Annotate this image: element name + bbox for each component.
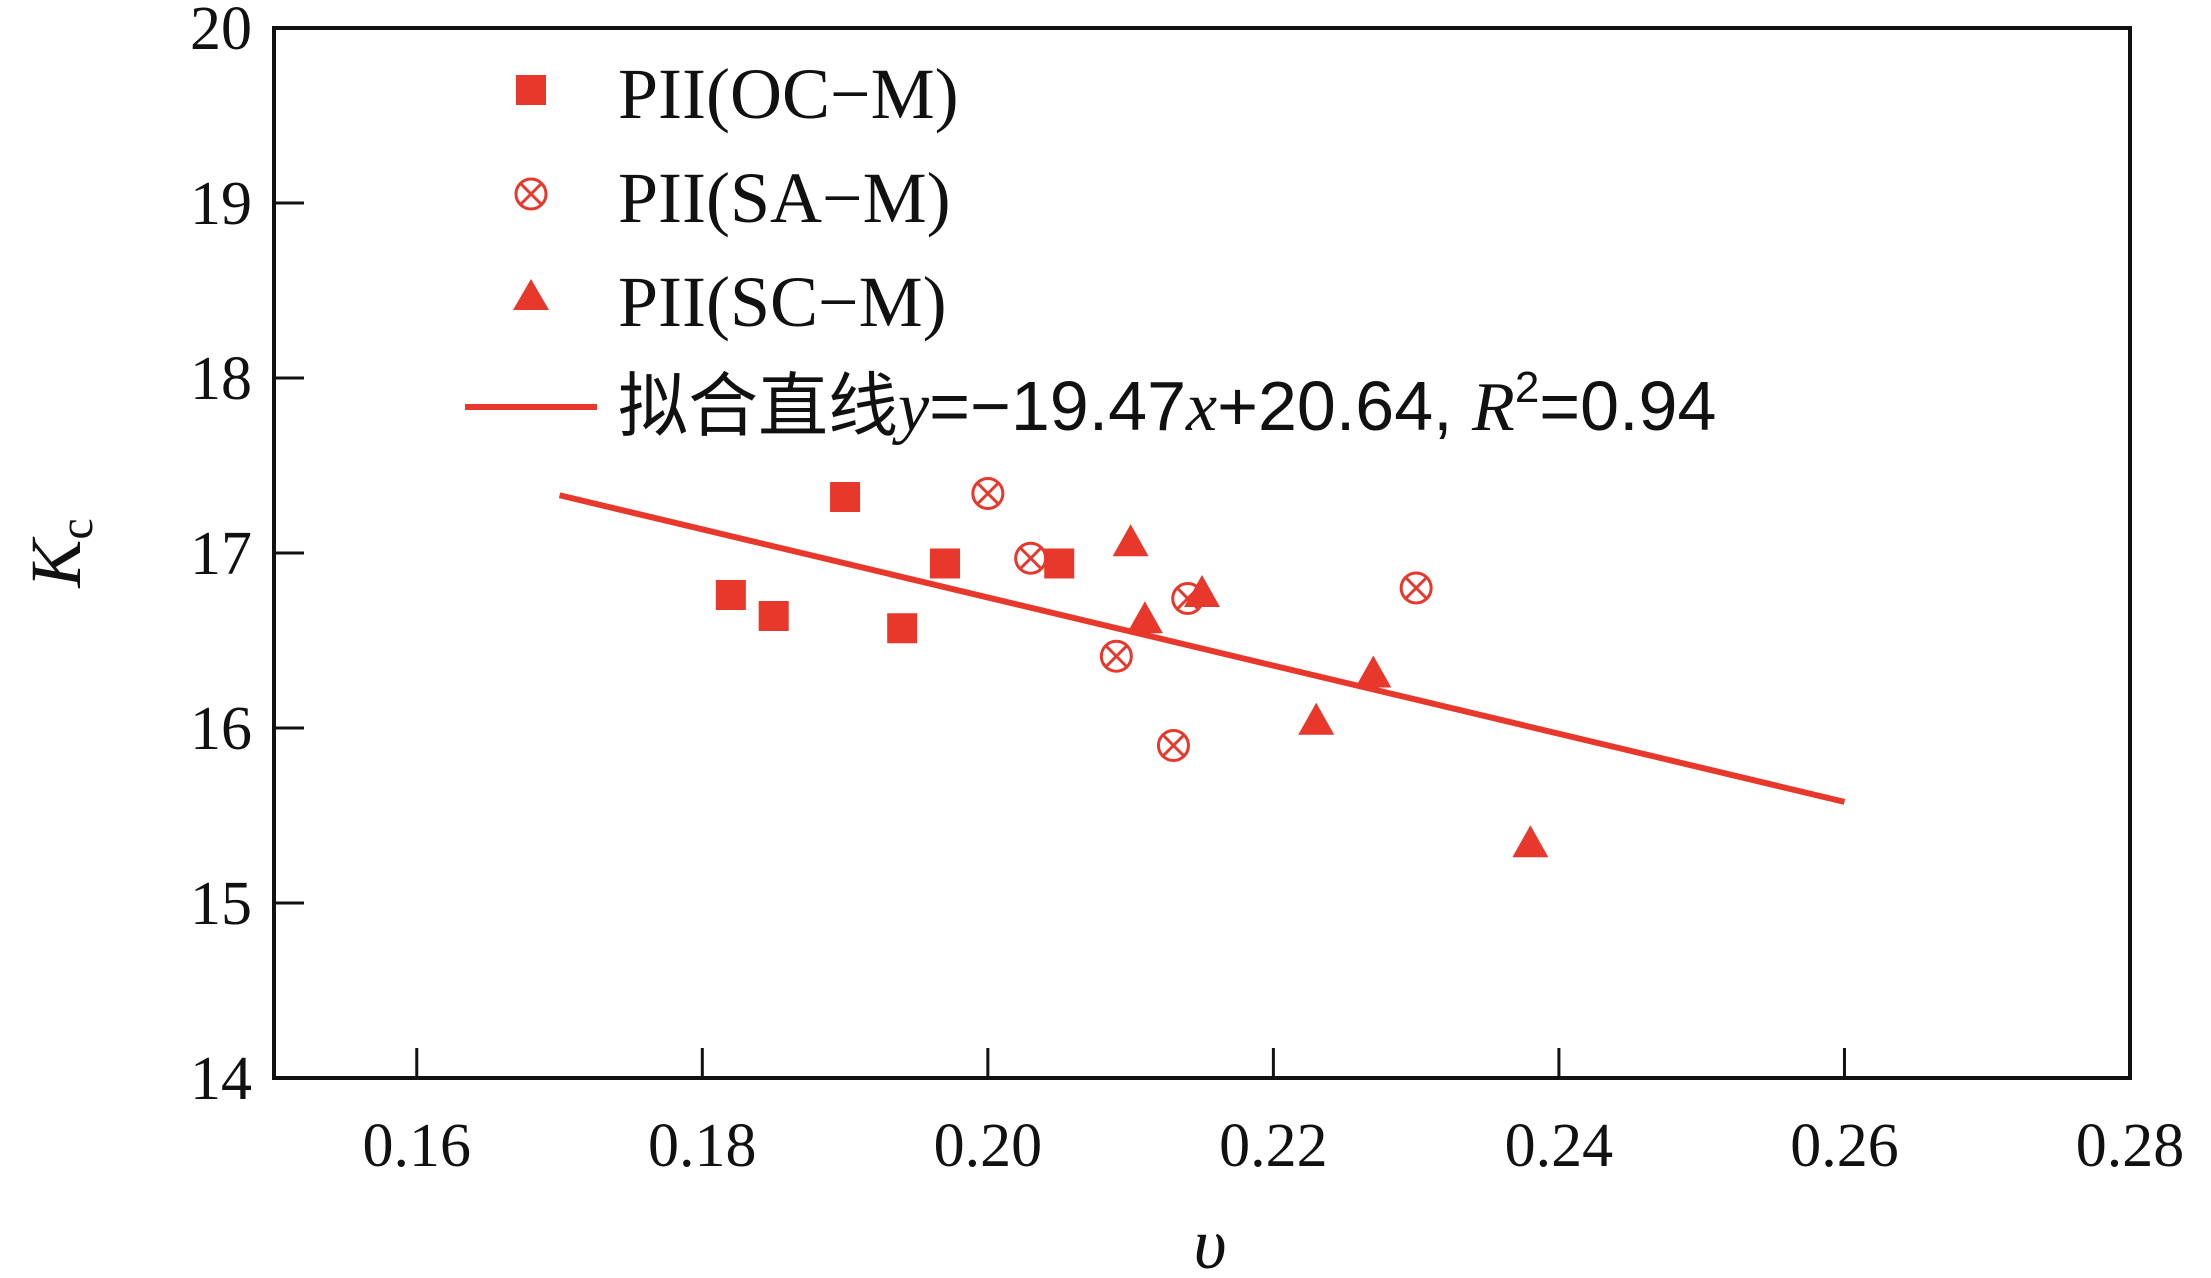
- legend: PII(OC−M) PII(SA−M) PII(SC−M) 拟合直线y=−19.…: [465, 54, 1716, 446]
- data-point-circle-x: [1099, 639, 1133, 673]
- fit-var-x: x: [1185, 369, 1217, 446]
- data-point-triangle: [1112, 524, 1149, 557]
- data-point-triangle: [1184, 575, 1220, 607]
- y-axis-title-subscript: c: [50, 518, 103, 539]
- data-point-triangle: [1126, 601, 1163, 634]
- data-point-square: [830, 482, 861, 512]
- legend-label-oc: PII(OC−M): [618, 54, 959, 134]
- y-tick-label: 18: [190, 345, 252, 413]
- data-point-triangle: [1512, 825, 1549, 858]
- data-point-circle-x: [1014, 541, 1048, 575]
- fit-name: 拟合直线: [618, 367, 898, 445]
- fit-var-y: y: [892, 369, 930, 446]
- data-point-triangle: [1355, 655, 1392, 688]
- y-tick-label: 20: [190, 0, 252, 63]
- legend-label-fit: 拟合直线y=−19.47x+20.64, R2=0.94: [618, 363, 1716, 446]
- fit-r-tail: =0.94: [1539, 367, 1716, 445]
- y-axis: 14 15 16 17 18 19 20: [190, 0, 304, 1113]
- y-tick-label: 16: [190, 695, 252, 763]
- x-tick-label: 0.16: [363, 1112, 472, 1180]
- data-point-square: [715, 580, 746, 610]
- legend-label-sa: PII(SA−M): [618, 158, 951, 238]
- y-tick-label: 19: [190, 170, 252, 238]
- x-tick-label: 0.24: [1505, 1112, 1614, 1180]
- data-point-circle-x: [1156, 729, 1190, 762]
- y-tick-label: 14: [190, 1045, 252, 1113]
- legend-marker-square: [516, 75, 546, 105]
- x-tick-label: 0.22: [1219, 1112, 1328, 1180]
- legend-marker-triangle: [513, 279, 549, 310]
- x-tick-label: 0.26: [1790, 1112, 1899, 1180]
- data-point-square: [930, 548, 961, 579]
- data-point-triangle: [1298, 702, 1335, 735]
- y-axis-title: Kc: [16, 518, 103, 588]
- data-point-square: [758, 601, 789, 631]
- x-axis-title: υ: [1193, 1204, 1226, 1278]
- x-tick-label: 0.20: [934, 1112, 1043, 1180]
- plot-frame: [272, 26, 2132, 1080]
- fit-var-r: R: [1471, 369, 1515, 446]
- legend-marker-circle-x: [514, 177, 548, 211]
- legend-label-sc: PII(SC−M): [618, 262, 947, 342]
- x-tick-label: 0.28: [2076, 1112, 2185, 1180]
- fit-eq-tail: +20.64,: [1217, 367, 1472, 445]
- fit-line: [558, 492, 1846, 805]
- x-tick-label: 0.18: [648, 1112, 757, 1180]
- y-axis-title-main: K: [16, 536, 96, 589]
- data-point-circle-x: [971, 477, 1005, 510]
- y-tick-label: 15: [190, 870, 252, 938]
- fit-r-exponent: 2: [1515, 363, 1539, 412]
- y-tick-label: 17: [190, 520, 252, 588]
- data-point-circle-x: [1399, 571, 1433, 605]
- fit-eq-mid: =−19.47: [929, 367, 1186, 445]
- x-axis: 0.16 0.18 0.20 0.22 0.24 0.26 0.28: [363, 1048, 2185, 1180]
- data-point-square: [887, 613, 918, 644]
- data-point-square: [1044, 548, 1075, 579]
